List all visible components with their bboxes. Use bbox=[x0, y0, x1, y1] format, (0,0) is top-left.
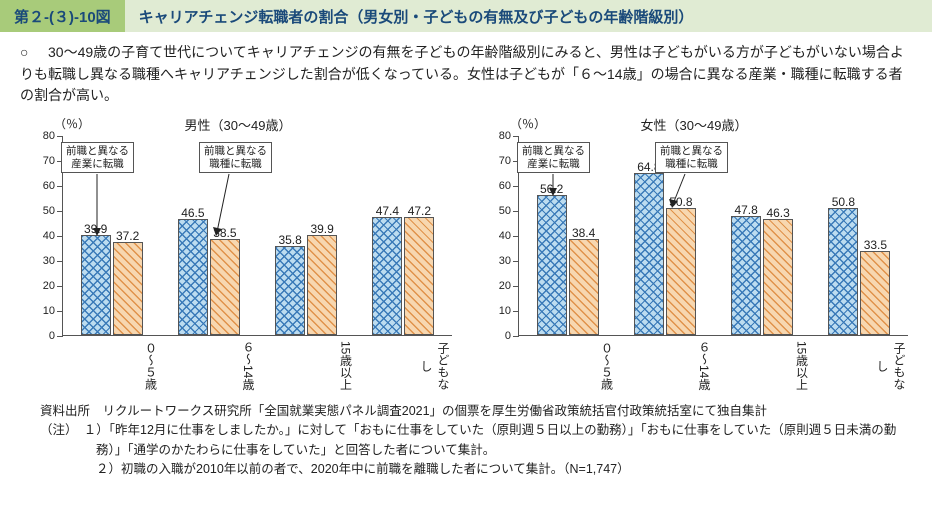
bar-occupation: 37.2 bbox=[113, 242, 143, 335]
bar-value-label: 38.4 bbox=[572, 226, 595, 240]
bar-occupation: 50.8 bbox=[666, 208, 696, 335]
bar-value-label: 37.2 bbox=[116, 229, 139, 243]
y-tick-label: 40 bbox=[43, 230, 55, 242]
bar-value-label: 39.9 bbox=[310, 222, 333, 236]
plot-area: 前職と異なる産業に転職 前職と異なる職種に転職 0102030405060708… bbox=[518, 136, 908, 336]
bar-industry: 50.8 bbox=[828, 208, 858, 335]
charts-row: 男性（30～49歳） （％） 前職と異なる産業に転職 前職と異なる職種に転職 0… bbox=[0, 115, 932, 392]
bar-group: 47.447.2 bbox=[355, 136, 452, 335]
bullet-icon: ○ bbox=[20, 42, 34, 64]
y-tick-label: 70 bbox=[499, 155, 511, 167]
y-tick-label: 30 bbox=[43, 255, 55, 267]
bar-occupation: 39.9 bbox=[307, 235, 337, 335]
bar-occupation: 38.5 bbox=[210, 239, 240, 335]
bar-industry: 56.2 bbox=[537, 195, 567, 336]
bar-value-label: 33.5 bbox=[864, 238, 887, 252]
y-tick-label: 10 bbox=[43, 305, 55, 317]
bar-industry: 47.4 bbox=[372, 217, 402, 336]
bar-industry: 35.8 bbox=[275, 246, 305, 336]
legend-occupation: 前職と異なる職種に転職 bbox=[655, 142, 728, 173]
bar-group: 47.846.3 bbox=[714, 136, 811, 335]
x-tick-label: 子どもなし bbox=[811, 336, 909, 392]
bar-value-label: 38.5 bbox=[213, 226, 236, 240]
x-axis-labels: ０～５歳６～14歳15歳以上子どもなし bbox=[518, 336, 908, 392]
bar-value-label: 47.2 bbox=[408, 204, 431, 218]
description-text: 30～49歳の子育て世代についてキャリアチェンジの有無を子どもの年齢階級別にみる… bbox=[20, 44, 904, 103]
y-tick-label: 80 bbox=[43, 130, 55, 142]
bar-industry: 64.8 bbox=[634, 173, 664, 335]
y-unit-label: （％） bbox=[510, 115, 546, 132]
bar-value-label: 50.8 bbox=[832, 195, 855, 209]
bar-value-label: 46.3 bbox=[766, 206, 789, 220]
plot-area: 前職と異なる産業に転職 前職と異なる職種に転職 0102030405060708… bbox=[62, 136, 452, 336]
legend-industry: 前職と異なる産業に転職 bbox=[517, 142, 590, 173]
y-tick-label: 0 bbox=[49, 330, 55, 342]
bar-value-label: 47.4 bbox=[376, 204, 399, 218]
bar-group: 50.833.5 bbox=[811, 136, 908, 335]
source-line: 資料出所 リクルートワークス研究所「全国就業実態パネル調査2021」の個票を厚生… bbox=[40, 402, 912, 421]
y-tick-label: 50 bbox=[43, 205, 55, 217]
figure-description: ○ 30～49歳の子育て世代についてキャリアチェンジの有無を子どもの年齢階級別に… bbox=[0, 32, 932, 115]
bar-value-label: 47.8 bbox=[734, 203, 757, 217]
x-tick-label: 15歳以上 bbox=[257, 336, 355, 392]
x-axis-labels: ０～５歳６～14歳15歳以上子どもなし bbox=[62, 336, 452, 392]
bar-industry: 39.9 bbox=[81, 235, 111, 335]
x-tick-label: ０～５歳 bbox=[62, 336, 160, 392]
bar-industry: 47.8 bbox=[731, 216, 761, 336]
chart-female: 女性（30～49歳） （％） 前職と異なる産業に転職 前職と異なる職種に転職 0… bbox=[474, 115, 914, 392]
x-tick-label: 15歳以上 bbox=[713, 336, 811, 392]
y-tick-label: 60 bbox=[499, 180, 511, 192]
bar-industry: 46.5 bbox=[178, 219, 208, 335]
figure-title: キャリアチェンジ転職者の割合（男女別・子どもの有無及び子どもの年齢階級別） bbox=[125, 0, 932, 32]
y-tick-label: 50 bbox=[499, 205, 511, 217]
y-tick-label: 30 bbox=[499, 255, 511, 267]
figure-header: 第２-(３)-10図 キャリアチェンジ転職者の割合（男女別・子どもの有無及び子ど… bbox=[0, 0, 932, 32]
chart-male: 男性（30～49歳） （％） 前職と異なる産業に転職 前職と異なる職種に転職 0… bbox=[18, 115, 458, 392]
y-tick-label: 70 bbox=[43, 155, 55, 167]
x-tick-label: ６～14歳 bbox=[160, 336, 258, 392]
figure-number: 第２-(３)-10図 bbox=[0, 0, 125, 32]
note-2: ２）初職の入職が2010年以前の者で、2020年中に前職を離職した者について集計… bbox=[40, 460, 912, 479]
x-tick-label: 子どもなし bbox=[355, 336, 453, 392]
legend-industry: 前職と異なる産業に転職 bbox=[61, 142, 134, 173]
legend-occupation: 前職と異なる職種に転職 bbox=[199, 142, 272, 173]
y-unit-label: （％） bbox=[54, 115, 90, 132]
y-tick-label: 0 bbox=[505, 330, 511, 342]
bar-value-label: 46.5 bbox=[181, 206, 204, 220]
bar-group: 35.839.9 bbox=[258, 136, 355, 335]
y-tick-label: 60 bbox=[43, 180, 55, 192]
y-tick-label: 20 bbox=[499, 280, 511, 292]
note-1: （注） １）「昨年12月に仕事をしましたか。」に対して「おもに仕事をしていた（原… bbox=[40, 421, 912, 460]
bar-value-label: 56.2 bbox=[540, 182, 563, 196]
y-tick-label: 20 bbox=[43, 280, 55, 292]
bar-value-label: 35.8 bbox=[278, 233, 301, 247]
x-tick-label: ０～５歳 bbox=[518, 336, 616, 392]
figure-footer: 資料出所 リクルートワークス研究所「全国就業実態パネル調査2021」の個票を厚生… bbox=[0, 392, 932, 490]
bar-occupation: 38.4 bbox=[569, 239, 599, 335]
y-tick-label: 40 bbox=[499, 230, 511, 242]
bar-value-label: 50.8 bbox=[669, 195, 692, 209]
y-tick-label: 10 bbox=[499, 305, 511, 317]
bar-occupation: 46.3 bbox=[763, 219, 793, 335]
x-tick-label: ６～14歳 bbox=[616, 336, 714, 392]
bar-value-label: 39.9 bbox=[84, 222, 107, 236]
bar-occupation: 47.2 bbox=[404, 217, 434, 335]
bar-occupation: 33.5 bbox=[860, 251, 890, 335]
y-tick-label: 80 bbox=[499, 130, 511, 142]
